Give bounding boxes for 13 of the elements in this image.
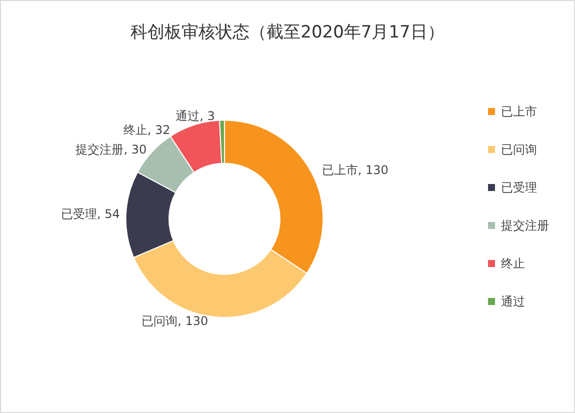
legend-label: 已问询 xyxy=(501,142,537,156)
legend-label: 已受理 xyxy=(501,180,537,194)
legend-label: 已上市 xyxy=(501,104,537,118)
legend-label: 提交注册 xyxy=(501,218,549,232)
chart-title: 科创板审核状态（截至2020年7月17日） xyxy=(130,22,444,42)
data-label: 已受理, 54 xyxy=(61,207,120,222)
data-label: 通过, 3 xyxy=(176,109,215,124)
legend-label: 通过 xyxy=(501,294,525,308)
legend-label: 终止 xyxy=(501,256,525,270)
data-label: 终止, 32 xyxy=(123,123,170,138)
data-label: 已上市, 130 xyxy=(322,163,388,178)
data-label: 已问询, 130 xyxy=(142,314,208,328)
data-label: 提交注册, 30 xyxy=(76,142,147,156)
